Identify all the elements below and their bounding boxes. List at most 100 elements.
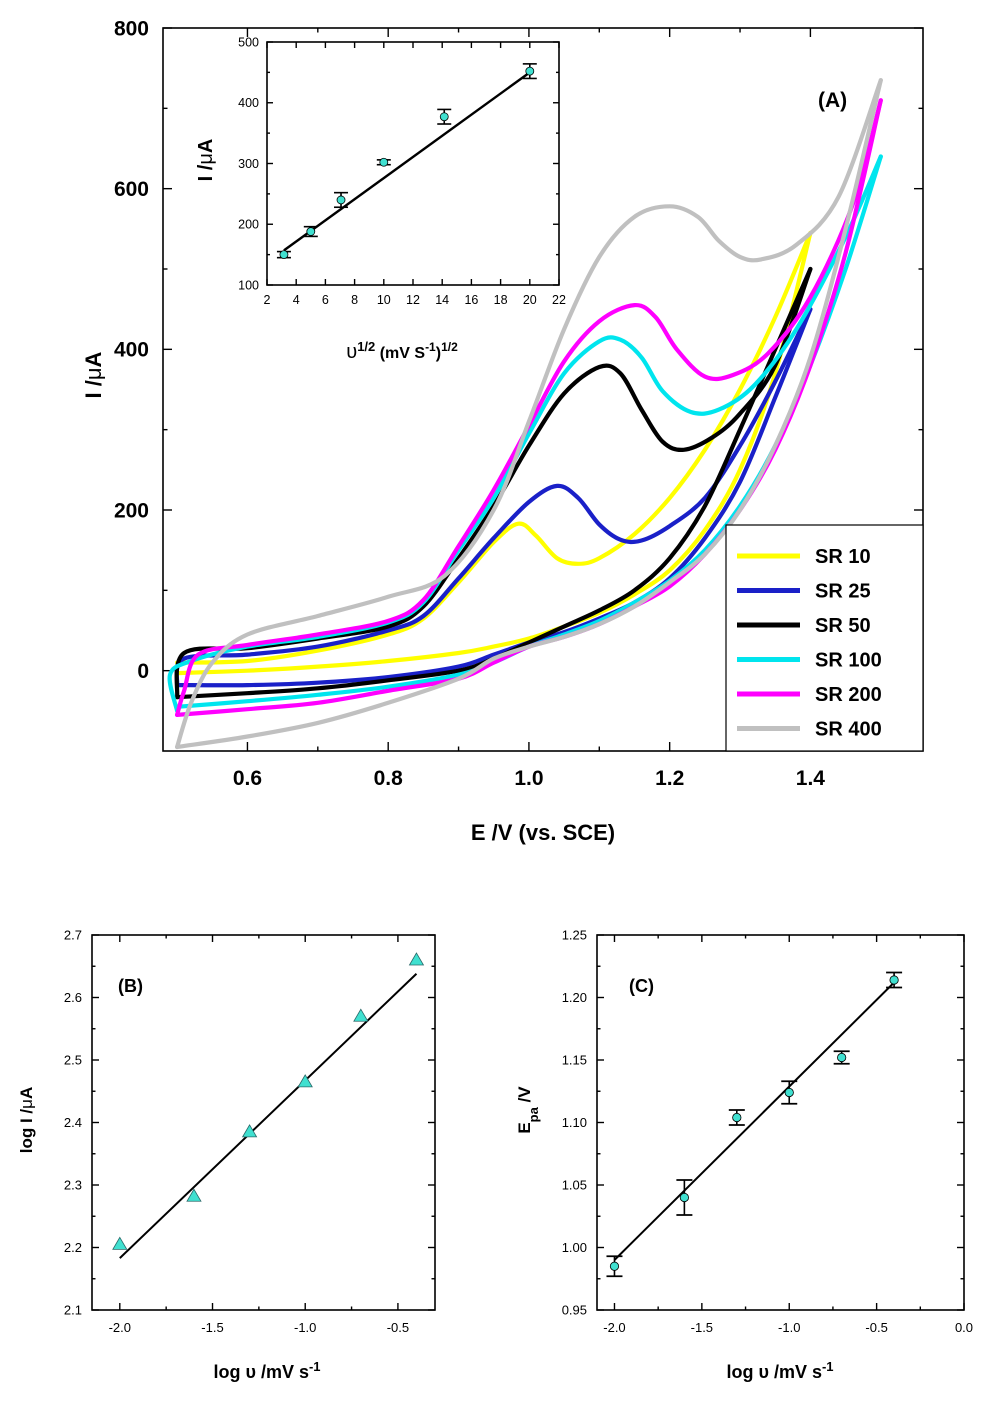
inset-point (306, 227, 316, 236)
x-tick-label: 20 (523, 293, 537, 307)
inset-xlabel: υ1/2 (mV S-1)1/2 (346, 339, 458, 364)
y-tick-label: 1.10 (562, 1115, 587, 1130)
x-tick-label: -1.5 (691, 1320, 713, 1335)
panel-a: 0.6 0.8 1.0 1.2 1.4 0 200 400 600 800 (A) E /V (v… (81, 17, 924, 845)
x-tick-label: 1.4 (796, 767, 826, 790)
y-tick-label: 1.00 (562, 1240, 587, 1255)
legend-label-sr-100: SR 100 (815, 650, 882, 672)
legend-label-sr-200: SR 200 (815, 684, 882, 706)
y-tick-label: 400 (114, 339, 149, 362)
panel-a-xlabel: E /V (vs. SCE) (471, 820, 615, 845)
x-tick-label: 14 (435, 293, 449, 307)
panel-c-point (837, 1052, 847, 1063)
inset-point (336, 195, 346, 205)
panel-b-point (112, 1236, 128, 1250)
y-tick-label: 600 (114, 178, 149, 201)
legend-items: SR 10 SR 25 SR 50 SR 100 SR 200 SR 400 (737, 546, 882, 741)
x-tick-label: 10 (377, 293, 391, 307)
inset-ticks: 2 4 6 8 10 12 14 16 18 20 22 100 200 300 400 500 (238, 35, 566, 307)
panel-c-ylabel: Epa /V (515, 1086, 541, 1134)
panel-b-frame (91, 934, 436, 1311)
x-tick-label: 18 (494, 293, 508, 307)
x-tick-label: 2 (264, 293, 271, 307)
x-tick-label: 0.6 (233, 767, 262, 790)
x-tick-label: 22 (552, 293, 566, 307)
inset-point (379, 157, 389, 167)
y-tick-label: 2.2 (64, 1240, 82, 1255)
y-tick-label: 1.05 (562, 1178, 587, 1193)
panel-c-point (889, 975, 899, 985)
panel-b-label: (B) (118, 976, 143, 996)
panel-b-point (186, 1188, 202, 1202)
panel-b-xlabel: log υ /mV s-1 (213, 1359, 320, 1383)
x-tick-label: -1.0 (294, 1320, 316, 1335)
x-tick-label: -2.0 (603, 1320, 625, 1335)
y-tick-label: 800 (114, 17, 149, 40)
panel-c-ticks: -2.0 -1.5 -1.0 -0.5 0.0 0.95 1.00 1.05 1.10 1.15 1… (562, 928, 973, 1335)
panel-b-ticks: -2.0 -1.5 -1.0 -0.5 2.1 2.2 2.3 2.4 2.5 2.6 2.7 (64, 928, 435, 1335)
panel-b-ylabel: log I /μA (17, 1087, 36, 1153)
panel-c-point (732, 1112, 742, 1123)
panel-b: -2.0 -1.5 -1.0 -0.5 2.1 2.2 2.3 2.4 2.5 2.6 2.7 (B… (17, 928, 436, 1383)
panel-c-marks (606, 971, 903, 1278)
x-tick-label: 1.2 (655, 767, 684, 790)
panel-a-ticks: 0.6 0.8 1.0 1.2 1.4 0 200 400 600 800 (114, 17, 923, 790)
panel-b-fit-line (119, 973, 418, 1259)
y-tick-label: 2.1 (64, 1303, 82, 1318)
panel-c-xlabel: log υ /mV s-1 (726, 1359, 833, 1383)
panel-a-legend: SR 10 SR 25 SR 50 SR 100 SR 200 SR 400 (725, 524, 924, 752)
inset-point (525, 66, 535, 76)
y-tick-label: 2.4 (64, 1115, 82, 1130)
x-tick-label: 0.8 (374, 767, 404, 790)
panel-c-point (679, 1192, 689, 1203)
inset-point (439, 112, 449, 122)
panel-a-curves (167, 78, 883, 750)
y-tick-label: 200 (114, 499, 149, 522)
y-tick-label: 2.6 (64, 990, 82, 1005)
x-tick-label: 1.0 (514, 767, 543, 790)
y-tick-label: 0 (137, 660, 149, 683)
y-tick-label: 100 (238, 278, 259, 292)
y-tick-label: 1.20 (562, 990, 587, 1005)
panel-a-frame (162, 27, 924, 752)
y-tick-label: 200 (238, 218, 259, 232)
x-tick-label: 8 (351, 293, 358, 307)
inset-point (279, 250, 289, 260)
y-tick-label: 2.7 (64, 928, 82, 943)
panel-c-label: (C) (629, 976, 654, 996)
y-tick-label: 400 (238, 96, 259, 110)
x-tick-label: -0.5 (865, 1320, 887, 1335)
y-tick-label: 2.3 (64, 1178, 82, 1193)
panel-b-marks (112, 952, 425, 1259)
legend-box (725, 524, 924, 752)
x-tick-label: 16 (464, 293, 478, 307)
x-tick-label: -1.0 (778, 1320, 800, 1335)
x-tick-label: 12 (406, 293, 420, 307)
inset-marks (276, 63, 537, 260)
legend-label-sr-50: SR 50 (815, 615, 871, 637)
panel-a-inset: 2 4 6 8 10 12 14 16 18 20 22 100 200 300 400 500 υ1/2 (… (195, 35, 566, 363)
y-tick-label: 2.5 (64, 1053, 82, 1068)
x-tick-label: 6 (322, 293, 329, 307)
inset-frame (266, 41, 560, 286)
panel-b-point (353, 1008, 369, 1022)
curve-sr-25-forward (174, 307, 813, 688)
legend-label-sr-25: SR 25 (815, 581, 871, 603)
panel-b-point (408, 952, 425, 966)
curve-sr-10-forward (175, 230, 813, 665)
inset-fit-line (283, 71, 531, 252)
x-tick-label: -0.5 (387, 1320, 409, 1335)
curve-sr-400-reverse (175, 78, 883, 750)
panel-c-point (609, 1261, 620, 1271)
x-tick-label: 0.0 (955, 1320, 973, 1335)
curve-sr-400-forward (175, 78, 883, 750)
panel-c-point (784, 1087, 794, 1098)
panel-c-fit-line (613, 981, 895, 1261)
y-tick-label: 1.25 (562, 928, 587, 943)
x-tick-label: 4 (293, 293, 300, 307)
inset-ylabel: I /μA (195, 139, 217, 182)
y-tick-label: 500 (238, 35, 259, 49)
curve-sr-200-forward (175, 98, 883, 717)
x-tick-label: -1.5 (201, 1320, 223, 1335)
